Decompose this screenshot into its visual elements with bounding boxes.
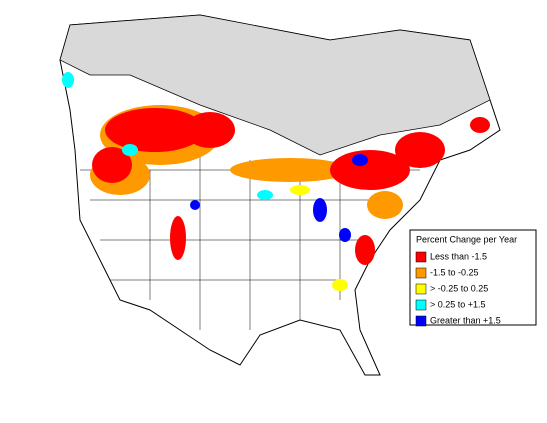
- legend-swatch: [415, 267, 427, 279]
- patch: [185, 112, 235, 148]
- patch: [339, 228, 351, 242]
- patch: [230, 158, 350, 182]
- legend-swatch: [415, 315, 427, 327]
- legend-label: Less than -1.5: [430, 251, 487, 261]
- patch: [62, 72, 74, 88]
- patch: [330, 150, 410, 190]
- patch: [355, 235, 375, 265]
- legend-box: [409, 229, 537, 326]
- legend-label: > -0.25 to 0.25: [430, 283, 488, 293]
- patch: [313, 198, 327, 222]
- patch: [170, 216, 186, 260]
- legend-swatch: [415, 299, 427, 311]
- patch: [290, 185, 310, 195]
- legend-swatch: [415, 283, 427, 295]
- patch: [470, 117, 490, 133]
- no-data-region: [59, 14, 491, 156]
- legend-label: Greater than +1.5: [430, 315, 501, 325]
- legend-label: -1.5 to -0.25: [430, 267, 479, 277]
- legend-title: Percent Change per Year: [416, 234, 517, 244]
- legend-label: > 0.25 to +1.5: [430, 299, 486, 309]
- patch: [122, 144, 138, 156]
- legend: Percent Change per Year Less than -1.5 -1…: [409, 229, 537, 327]
- patch: [190, 200, 200, 210]
- patch: [352, 154, 368, 166]
- patch: [367, 191, 403, 219]
- patch: [395, 132, 445, 168]
- patch: [257, 190, 273, 200]
- patch: [332, 279, 348, 291]
- legend-swatch: [415, 251, 427, 263]
- patch: [92, 147, 132, 183]
- patch: [105, 108, 205, 152]
- trend-patches: [62, 72, 490, 291]
